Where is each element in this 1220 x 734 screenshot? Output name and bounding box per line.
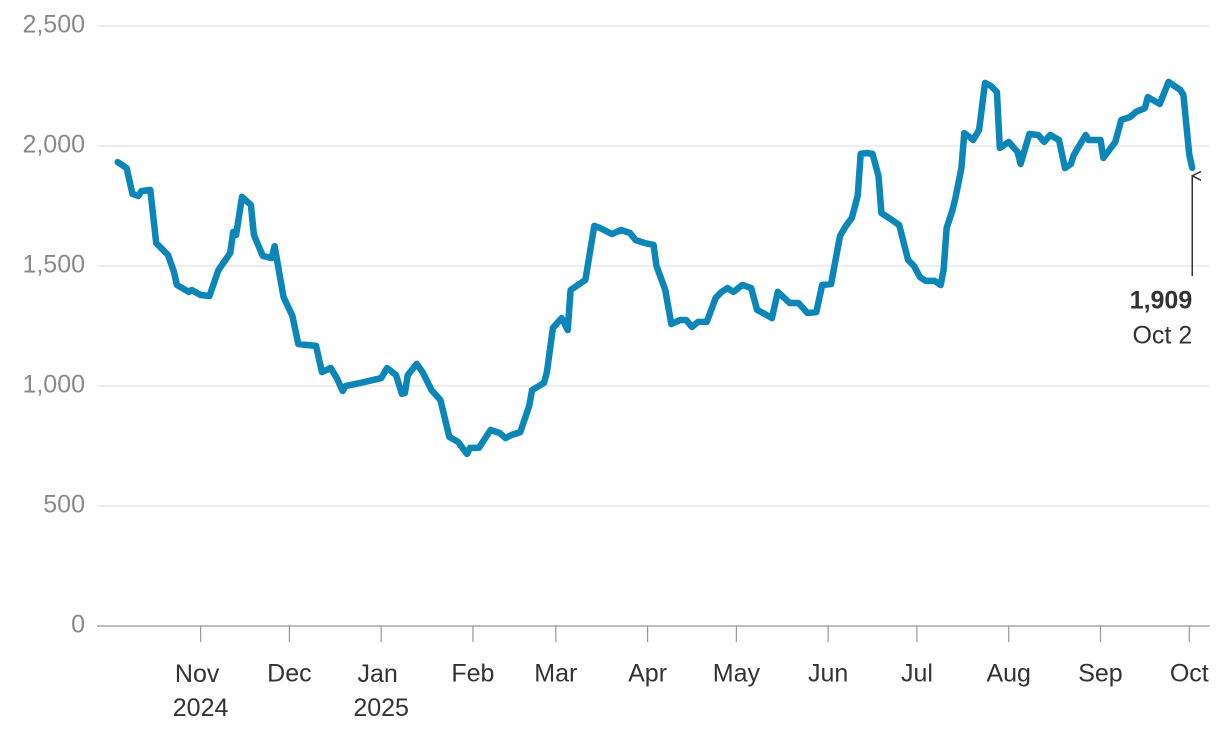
x-tick-label: Mar [534,660,577,688]
annotation-value: 1,909 [1130,287,1193,315]
annotation-date: Oct 2 [1132,322,1192,350]
x-tick-label: May [713,660,761,688]
x-tick-label: Jun [808,660,848,688]
x-tick-label: Aug [986,660,1030,688]
x-tick-label: Apr [628,660,667,688]
x-tick-label: Nov 2024 [173,660,229,722]
y-tick-label: 0 [71,611,85,639]
x-tick-label: Feb [451,660,494,688]
y-tick-label: 2,500 [22,11,85,39]
x-tick-label: Dec [267,660,311,688]
y-tick-label: 500 [43,491,85,519]
y-tick-label: 1,500 [22,251,85,279]
x-tick-label: Oct [1170,660,1209,688]
data-line [114,78,1196,458]
x-tick-label: Jan 2025 [353,660,409,722]
x-tick-label: Sep [1078,660,1122,688]
y-tick-label: 2,000 [22,131,85,159]
y-tick-label: 1,000 [22,371,85,399]
x-tick-label: Jul [901,660,933,688]
